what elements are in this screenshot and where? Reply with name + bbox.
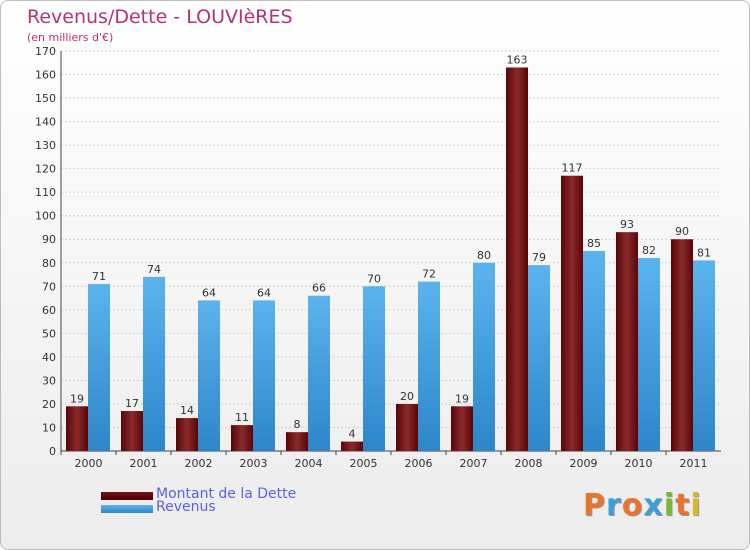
data-label-dette: 93 (620, 218, 634, 231)
data-label-dette: 11 (235, 411, 249, 424)
x-tick-label: 2009 (570, 457, 598, 470)
data-label-revenus: 64 (202, 286, 216, 299)
data-label-revenus: 81 (697, 246, 711, 259)
x-tick-label: 2005 (350, 457, 378, 470)
y-tick-label: 160 (35, 69, 56, 82)
bar-dette (341, 441, 363, 451)
bar-dette (231, 425, 253, 451)
data-label-revenus: 66 (312, 282, 326, 295)
bar-dette (66, 406, 88, 451)
data-label-dette: 20 (400, 390, 414, 403)
chart-title: Revenus/Dette - LOUVIèRES (27, 6, 293, 28)
data-label-dette: 14 (180, 404, 194, 417)
logo-letter: r (606, 488, 622, 523)
logo-letter: x (643, 488, 664, 523)
y-tick-label: 140 (35, 116, 56, 129)
bar-dette (616, 232, 638, 451)
data-label-revenus: 80 (477, 249, 491, 262)
y-tick-label: 100 (35, 210, 56, 223)
y-tick-label: 50 (42, 327, 56, 340)
data-label-dette: 163 (507, 53, 528, 66)
data-label-dette: 17 (125, 397, 139, 410)
x-tick-label: 2003 (240, 457, 268, 470)
data-label-revenus: 74 (147, 263, 161, 276)
bar-dette (286, 432, 308, 451)
bar-dette (176, 418, 198, 451)
y-tick-label: 20 (42, 398, 56, 411)
data-label-revenus: 64 (257, 286, 271, 299)
x-tick-label: 2000 (75, 457, 103, 470)
logo-letter: t (675, 488, 691, 523)
x-tick-label: 2010 (625, 457, 653, 470)
bar-revenus (253, 300, 275, 451)
y-tick-label: 150 (35, 92, 56, 105)
chart-subtitle: (en milliers d'€) (27, 31, 114, 44)
bar-revenus (363, 286, 385, 451)
x-tick-label: 2001 (130, 457, 158, 470)
data-label-dette: 19 (70, 392, 84, 405)
bar-dette (561, 175, 583, 452)
bar-dette (506, 67, 528, 452)
legend-swatch-dette (101, 492, 153, 500)
bar-revenus (143, 276, 165, 451)
y-tick-label: 70 (42, 280, 56, 293)
bar-revenus (583, 251, 605, 451)
legend-swatch-revenus (101, 505, 153, 513)
logo-letter: i (690, 488, 702, 523)
data-label-dette: 4 (349, 428, 356, 441)
logo-letter: o (621, 488, 644, 523)
logo-letter: i (663, 488, 676, 523)
x-tick-label: 2006 (405, 457, 433, 470)
bar-dette (121, 411, 143, 451)
data-label-revenus: 70 (367, 272, 381, 285)
legend-label-revenus: Revenus (156, 499, 216, 515)
x-tick-label: 2004 (295, 457, 323, 470)
y-tick-label: 130 (35, 139, 56, 152)
bar-revenus (418, 281, 440, 451)
x-tick-label: 2007 (460, 457, 488, 470)
bar-revenus (528, 265, 550, 451)
y-tick-label: 170 (35, 45, 56, 58)
y-tick-label: 10 (42, 421, 56, 434)
logo-letter: P (583, 488, 606, 523)
y-tick-label: 60 (42, 304, 56, 317)
legend-label-dette: Montant de la Dette (156, 486, 297, 502)
data-label-revenus: 72 (422, 268, 436, 281)
bar-dette (451, 406, 473, 451)
bar-revenus (473, 262, 495, 451)
bar-dette (396, 403, 418, 451)
bar-dette (671, 239, 693, 451)
y-tick-label: 40 (42, 351, 56, 364)
y-tick-label: 0 (49, 445, 56, 458)
x-tick-label: 2008 (515, 457, 543, 470)
data-label-dette: 117 (562, 162, 583, 175)
y-tick-label: 80 (42, 257, 56, 270)
bar-revenus (88, 283, 110, 451)
y-tick-label: 120 (35, 163, 56, 176)
x-tick-label: 2002 (185, 457, 213, 470)
bar-revenus (198, 300, 220, 451)
bar-revenus (638, 258, 660, 451)
y-tick-label: 30 (42, 374, 56, 387)
bar-revenus (308, 295, 330, 451)
data-label-revenus: 82 (642, 244, 656, 257)
y-tick-label: 90 (42, 233, 56, 246)
data-label-revenus: 85 (587, 237, 601, 250)
bar-revenus (693, 260, 715, 451)
data-label-dette: 19 (455, 392, 469, 405)
data-label-revenus: 79 (532, 251, 546, 264)
data-label-dette: 8 (294, 418, 301, 431)
data-label-revenus: 71 (92, 270, 106, 283)
proxiti-logo: Proxiti (583, 488, 702, 523)
y-tick-label: 110 (35, 186, 56, 199)
data-label-dette: 90 (675, 225, 689, 238)
x-tick-label: 2011 (680, 457, 708, 470)
